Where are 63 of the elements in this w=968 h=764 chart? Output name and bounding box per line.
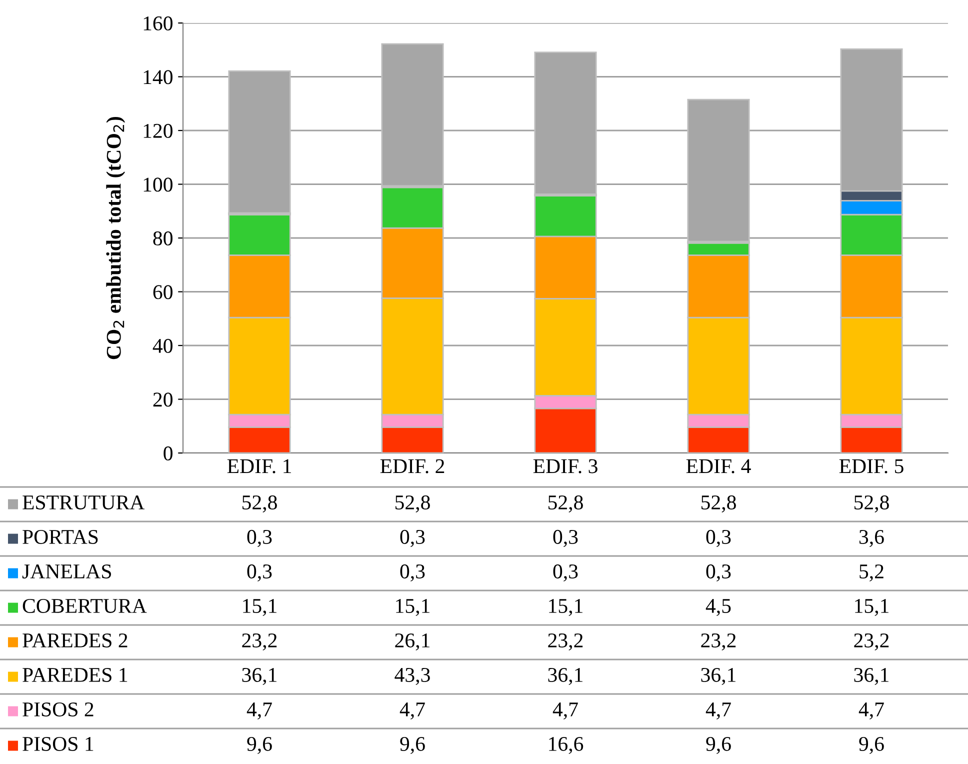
data-label: 0,3 bbox=[553, 564, 578, 582]
data-label: 15,1 bbox=[855, 599, 888, 616]
x-tick-label: EDIF. 5 bbox=[839, 459, 904, 474]
data-label: 23,2 bbox=[701, 633, 736, 650]
data-label: 0,3 bbox=[247, 530, 272, 547]
data-label: 0,3 bbox=[553, 530, 578, 547]
data-label: 0,3 bbox=[400, 564, 425, 582]
data-label: 23,2 bbox=[854, 633, 889, 650]
legend-label: PISOS 1 bbox=[22, 736, 94, 751]
legend-label: PISOS 2 bbox=[22, 702, 94, 716]
data-label: 52,8 bbox=[701, 495, 736, 512]
y-tick-label: 60 bbox=[153, 285, 172, 300]
data-label: 9,6 bbox=[247, 736, 272, 754]
y-axis-title: CO$_{2}$ embutido total (tCO$_{2}$) bbox=[106, 116, 126, 360]
data-label: 0,3 bbox=[706, 564, 731, 582]
data-label: 52,8 bbox=[242, 495, 277, 512]
data-label: 9,6 bbox=[400, 736, 425, 754]
x-tick-label: EDIF. 2 bbox=[380, 459, 444, 474]
y-tick-label: 100 bbox=[144, 178, 172, 192]
data-label: 15,1 bbox=[549, 599, 582, 616]
legend-label: JANELAS bbox=[22, 564, 111, 578]
data-label: 4,5 bbox=[706, 599, 731, 616]
legend-label: PAREDES 1 bbox=[22, 668, 128, 682]
y-tick-label: 140 bbox=[144, 70, 172, 84]
y-tick-label: 80 bbox=[153, 231, 172, 246]
data-label: 4,7 bbox=[858, 702, 884, 720]
data-label: 26,1 bbox=[395, 633, 430, 650]
data-label: 0,3 bbox=[400, 530, 425, 547]
legend-label: ESTRUTURA bbox=[22, 495, 145, 510]
data-label: 43,3 bbox=[394, 668, 430, 685]
x-tick-label: EDIF. 3 bbox=[533, 459, 598, 474]
data-label: 36,1 bbox=[854, 668, 888, 685]
data-label: 4,7 bbox=[552, 702, 578, 720]
y-tick-label: 40 bbox=[152, 338, 172, 353]
data-label: 15,1 bbox=[243, 599, 276, 616]
y-tick-label: 0 bbox=[164, 446, 172, 460]
data-label: 9,6 bbox=[706, 736, 731, 754]
data-label: 52,8 bbox=[548, 495, 583, 512]
y-tick-label: 20 bbox=[153, 392, 172, 407]
legend-label: COBERTURA bbox=[22, 598, 147, 613]
data-label: 36,1 bbox=[548, 668, 582, 685]
data-label: 36,1 bbox=[242, 668, 276, 685]
data-label: 4,7 bbox=[246, 702, 272, 720]
data-label: 15,1 bbox=[396, 599, 430, 616]
legend-label: PORTAS bbox=[22, 530, 98, 544]
data-label: 0,3 bbox=[706, 530, 731, 547]
legend-label: PAREDES 2 bbox=[22, 633, 128, 648]
data-label: 3,6 bbox=[859, 530, 884, 547]
data-label: 9,6 bbox=[859, 736, 884, 754]
data-label: 23,2 bbox=[548, 633, 583, 650]
data-label: 52,8 bbox=[854, 495, 889, 512]
x-tick-label: EDIF. 1 bbox=[227, 459, 291, 474]
data-label: 52,8 bbox=[395, 495, 430, 512]
y-tick-label: 160 bbox=[144, 16, 172, 30]
data-label: 23,2 bbox=[242, 633, 277, 650]
data-label: 0,3 bbox=[247, 564, 272, 582]
y-tick-label: 120 bbox=[144, 124, 172, 138]
data-label: 4,7 bbox=[400, 702, 425, 720]
data-label: 5,2 bbox=[860, 564, 884, 582]
data-label: 36,1 bbox=[701, 668, 736, 685]
x-tick-label: EDIF. 4 bbox=[686, 459, 751, 474]
data-label: 16,6 bbox=[549, 736, 584, 754]
data-label: 4,7 bbox=[706, 702, 731, 720]
